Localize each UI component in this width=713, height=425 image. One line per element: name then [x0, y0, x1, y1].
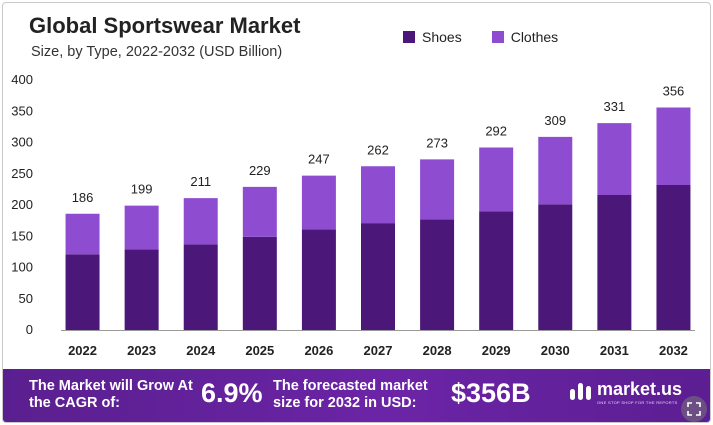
y-tick-label: 150: [11, 228, 33, 243]
bar-shoes-2030: [538, 204, 573, 330]
chart-title: Global Sportswear Market: [29, 13, 301, 38]
forecast-value: $356B: [451, 378, 531, 408]
x-tick-label: 2025: [245, 343, 274, 358]
chart-subtitle: Size, by Type, 2022-2032 (USD Billion): [31, 44, 283, 60]
data-label-total: 273: [426, 135, 448, 150]
y-tick-label: 300: [11, 135, 33, 150]
expand-arrows-icon: [687, 402, 701, 416]
bar-shoes-2032: [656, 185, 691, 330]
x-tick-label: 2024: [186, 343, 216, 358]
logo-tagline: ONE STOP SHOP FOR THE REPORTS: [597, 400, 678, 405]
bar-clothes-2022: [65, 213, 100, 255]
data-label-total: 199: [131, 182, 153, 197]
legend-label-clothes: Clothes: [510, 29, 559, 45]
bar-shoes-2024: [183, 244, 218, 330]
bar-shoes-2031: [597, 195, 632, 330]
x-tick-label: 2023: [127, 343, 156, 358]
legend-swatch-shoes: [403, 31, 415, 43]
data-label-total: 211: [190, 174, 211, 189]
bar-clothes-2032: [656, 107, 691, 185]
x-tick-label: 2030: [541, 343, 570, 358]
legend-swatch-clothes: [491, 31, 504, 43]
bar-shoes-2028: [420, 219, 455, 330]
bar-clothes-2027: [361, 166, 395, 224]
expand-icon[interactable]: [681, 396, 707, 422]
legend-label-shoes: Shoes: [422, 29, 462, 45]
legend-item-shoes: Shoes: [403, 29, 462, 45]
cagr-value: 6.9%: [201, 378, 263, 408]
legend: Shoes Clothes: [403, 29, 558, 45]
x-tick-label: 2027: [364, 343, 393, 358]
y-tick-label: 200: [11, 197, 33, 212]
data-label-total: 309: [544, 113, 566, 128]
y-tick-label: 100: [11, 260, 33, 275]
x-tick-label: 2029: [482, 343, 511, 358]
forecast-label: The forecasted market size for 2032 in U…: [273, 378, 428, 411]
data-label-total: 247: [308, 152, 330, 167]
bar-clothes-2023: [124, 205, 159, 250]
data-label-total: 229: [249, 163, 271, 178]
bar-clothes-2029: [479, 147, 514, 212]
y-tick-label: 400: [11, 72, 33, 87]
x-tick-label: 2032: [659, 343, 688, 358]
data-label-total: 262: [367, 142, 389, 157]
bar-clothes-2024: [183, 198, 218, 245]
bar-shoes-2027: [361, 223, 395, 330]
bar-clothes-2026: [301, 175, 336, 230]
bar-clothes-2030: [538, 136, 573, 205]
info-banner: The Market will Grow At the CAGR of: 6.9…: [3, 369, 710, 422]
data-label-total: 186: [72, 190, 94, 205]
x-tick-label: 2028: [423, 343, 452, 358]
bar-shoes-2022: [65, 254, 100, 330]
bar-shoes-2026: [301, 229, 336, 330]
bar-chart: 0 50 100 150 200 250 300 350 400 186 2022 199 2023 21…: [11, 72, 695, 358]
data-label-total: 356: [663, 84, 685, 99]
y-tick-label: 350: [11, 103, 33, 118]
x-tick-label: 2031: [600, 343, 629, 358]
logo-bars-icon: [570, 383, 591, 400]
y-tick-label: 250: [11, 166, 33, 181]
data-label-total: 331: [604, 99, 626, 114]
y-tick-label: 50: [19, 291, 33, 306]
cagr-label: The Market will Grow At the CAGR of:: [29, 378, 193, 411]
x-tick-label: 2026: [304, 343, 333, 358]
bar-shoes-2029: [479, 211, 514, 330]
data-label-total: 292: [485, 124, 507, 139]
y-tick-label: 0: [26, 322, 33, 337]
bar-clothes-2025: [242, 186, 277, 237]
marketus-logo: market.us ONE STOP SHOP FOR THE REPORTS: [569, 379, 699, 415]
bar-shoes-2025: [242, 236, 277, 330]
logo-text: market.us: [597, 379, 683, 399]
x-tick-label: 2022: [68, 343, 97, 358]
bar-shoes-2023: [124, 249, 159, 330]
bar-clothes-2028: [420, 159, 455, 220]
legend-item-clothes: Clothes: [491, 29, 559, 45]
bar-clothes-2031: [597, 123, 632, 195]
